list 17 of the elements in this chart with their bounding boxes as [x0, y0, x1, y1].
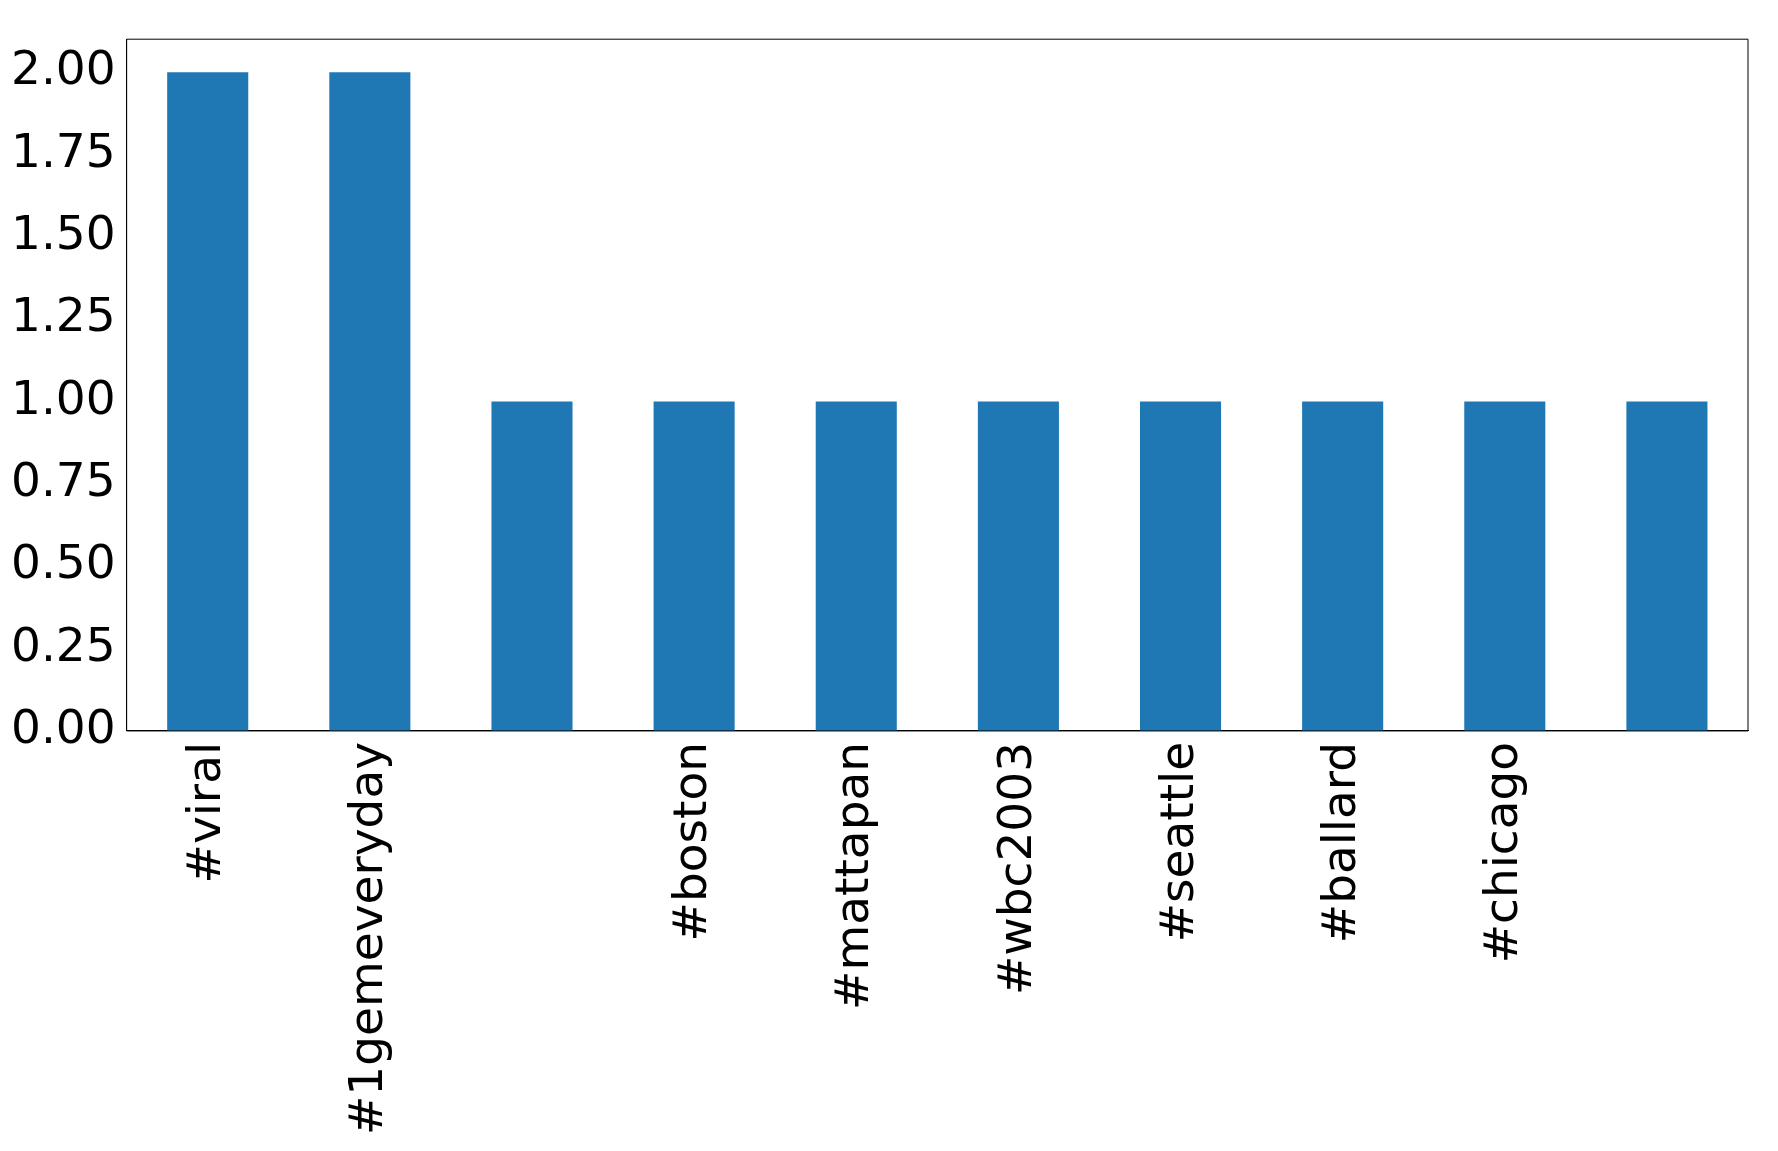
x-tick-label: #seattle — [1148, 741, 1204, 943]
y-tick-label: 1.75 — [10, 122, 116, 178]
x-tick-label: #boston — [662, 741, 718, 942]
y-tick-label: 0.75 — [10, 452, 116, 508]
y-tick-label: 0.25 — [10, 616, 116, 672]
x-tick-label: #ballard — [1310, 741, 1366, 944]
x-tick-label: #chicago — [1473, 741, 1528, 964]
x-tick-label: #mattapan — [824, 741, 880, 1010]
y-tick-label: 0.00 — [10, 699, 116, 755]
y-tick-label: 2.00 — [10, 40, 116, 96]
x-tick-label: #wbc2003 — [986, 741, 1042, 996]
x-tick-label: #viral — [175, 741, 231, 884]
y-tick-label: 1.50 — [10, 205, 116, 261]
y-tick-label: 1.25 — [10, 287, 116, 343]
y-tick-label: 0.50 — [10, 534, 116, 590]
y-tick-label: 1.00 — [10, 369, 116, 425]
x-tick-label: #1gemeveryday — [338, 741, 394, 1136]
